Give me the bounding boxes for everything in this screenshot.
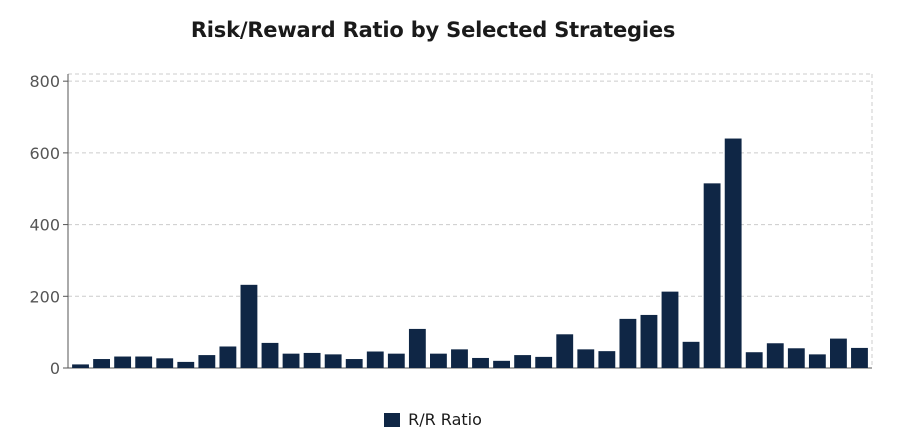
bar (851, 347, 868, 368)
bar (345, 359, 363, 368)
bar (219, 346, 237, 368)
bar (598, 351, 616, 368)
bar (619, 318, 637, 368)
bar (808, 354, 826, 368)
bar (261, 342, 279, 368)
bar (240, 284, 258, 368)
bar (724, 138, 742, 368)
bar (682, 341, 700, 368)
bar (177, 361, 195, 368)
legend-label: R/R Ratio (408, 410, 482, 429)
y-axis-ticks: 0 200 400 600 800 (29, 72, 68, 378)
bar (556, 334, 574, 368)
bars (72, 138, 868, 368)
bar (93, 359, 110, 368)
y-tick-label: 200 (29, 287, 60, 306)
bar (430, 353, 447, 368)
bar (703, 183, 721, 368)
bar (766, 343, 784, 368)
bar (72, 364, 89, 368)
bar (787, 348, 805, 368)
bar (387, 353, 405, 368)
gridlines (68, 73, 873, 368)
bar (472, 357, 489, 368)
bar (303, 352, 321, 368)
bar (514, 355, 532, 368)
bar (282, 353, 300, 368)
bar (156, 358, 174, 368)
bar (114, 356, 132, 368)
y-tick-label: 400 (29, 216, 60, 235)
y-tick-label: 0 (50, 359, 60, 378)
y-tick-label: 600 (29, 144, 60, 163)
bar (198, 355, 216, 368)
bar-chart: 0 200 400 600 800 (29, 72, 873, 378)
legend: R/R Ratio (0, 410, 866, 429)
bar (366, 351, 384, 368)
bar (135, 356, 153, 368)
bar (535, 356, 553, 368)
bar (451, 349, 468, 368)
chart-title: Risk/Reward Ratio by Selected Strategies (190, 18, 676, 42)
bar (408, 328, 426, 368)
bar (661, 291, 679, 368)
legend-swatch (384, 412, 401, 427)
y-tick-label: 800 (29, 72, 60, 91)
bar (577, 349, 595, 368)
bar (324, 354, 342, 368)
bar (830, 338, 847, 368)
bar (640, 314, 658, 368)
bar (745, 352, 763, 368)
axes (67, 74, 872, 369)
bar (493, 360, 510, 368)
